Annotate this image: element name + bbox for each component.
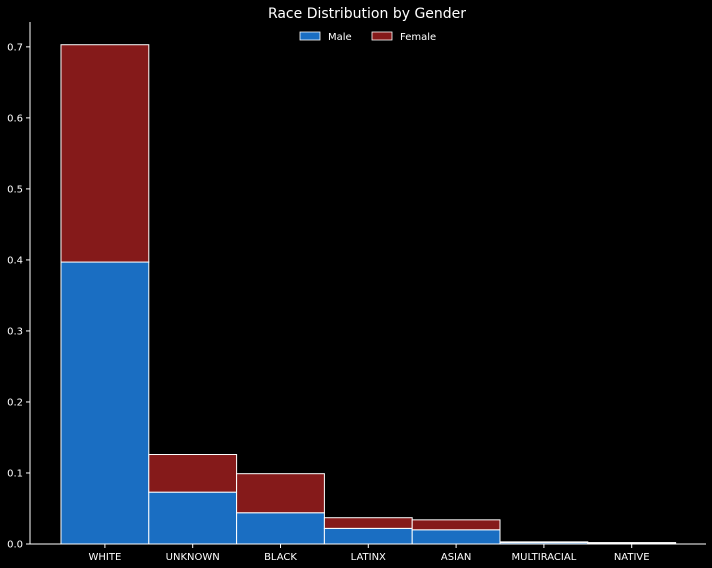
bar-male-asian — [411, 529, 501, 545]
y-tick-label: 0.1 — [7, 468, 23, 479]
bar-female-asian — [411, 519, 501, 531]
legend-label-female: Female — [400, 32, 436, 43]
y-tick-label: 0.0 — [7, 540, 23, 551]
bar-female-white — [60, 44, 150, 263]
x-tick-label: WHITE — [89, 552, 122, 563]
bar-female-latinx — [323, 517, 413, 529]
y-tick-label: 0.2 — [7, 397, 23, 408]
x-tick-label: NATIVE — [614, 552, 650, 563]
x-tick-label: UNKNOWN — [166, 552, 220, 563]
chart-title: Race Distribution by Gender — [268, 6, 466, 22]
legend-swatch-female — [371, 31, 393, 41]
bar-female-native — [587, 542, 677, 544]
x-ticks: WHITE UNKNOWN BLACK LATINX ASIAN MULTIRACIAL N… — [89, 544, 650, 563]
x-tick-label: BLACK — [264, 552, 297, 563]
bar-female-black — [236, 473, 325, 514]
y-tick-label: 0.5 — [7, 184, 23, 195]
bars — [60, 44, 677, 545]
legend: Male Female — [299, 31, 436, 43]
bar-male-black — [236, 512, 325, 545]
legend-swatch-male — [299, 31, 321, 41]
bar-male-latinx — [323, 527, 413, 545]
y-tick-label: 0.3 — [7, 326, 23, 337]
y-tick-label: 0.7 — [7, 42, 23, 53]
x-tick-label: MULTIRACIAL — [512, 552, 577, 563]
legend-label-male: Male — [328, 32, 352, 43]
x-tick-label: LATINX — [351, 552, 386, 563]
y-tick-label: 0.6 — [7, 113, 23, 124]
y-tick-label: 0.4 — [7, 255, 23, 266]
y-ticks: 0.0 0.1 0.2 0.3 0.4 0.5 0.6 0.7 — [7, 42, 30, 551]
bar-male-white — [60, 261, 150, 545]
bar-male-unknown — [148, 491, 238, 545]
x-tick-label: ASIAN — [441, 552, 471, 563]
bar-female-unknown — [148, 454, 238, 493]
bar-female-multiracial — [499, 541, 589, 544]
